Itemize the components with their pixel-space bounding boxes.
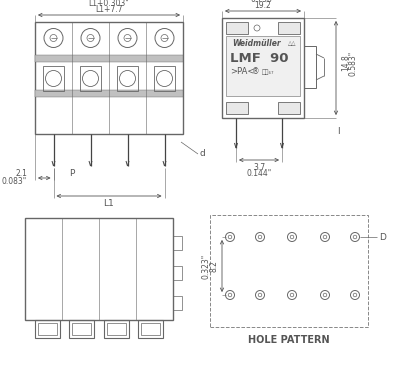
Text: 0.583": 0.583" — [348, 50, 358, 76]
Text: LMF  90: LMF 90 — [230, 52, 288, 64]
Text: D: D — [379, 232, 387, 241]
Bar — [222, 18, 304, 118]
Text: HOLE PATTERN: HOLE PATTERN — [248, 335, 330, 345]
Bar — [226, 102, 248, 114]
Text: ⓺⓺₆₇: ⓺⓺₆₇ — [262, 69, 275, 75]
Bar — [72, 323, 91, 335]
Bar — [25, 218, 173, 320]
Text: △△: △△ — [288, 41, 296, 45]
Bar — [173, 296, 182, 310]
Bar — [35, 90, 183, 97]
Bar — [173, 236, 182, 250]
Bar — [173, 266, 182, 280]
Bar — [35, 55, 183, 62]
Text: 14.8: 14.8 — [342, 55, 350, 71]
Text: 0.323": 0.323" — [201, 254, 211, 279]
Bar — [154, 66, 175, 91]
Text: P: P — [69, 169, 75, 179]
Bar — [278, 102, 300, 114]
Bar — [35, 22, 183, 134]
Text: L1+0.303": L1+0.303" — [89, 0, 129, 8]
Bar — [43, 66, 64, 91]
Bar — [278, 22, 300, 34]
Text: 0.758": 0.758" — [251, 0, 276, 5]
Bar — [35, 320, 59, 338]
Text: L1+7.7: L1+7.7 — [95, 6, 123, 14]
Text: 3.7: 3.7 — [253, 163, 265, 172]
Text: 0.083": 0.083" — [2, 177, 27, 185]
Bar — [210, 215, 368, 327]
Text: Weidmüller: Weidmüller — [232, 39, 280, 49]
Bar — [226, 36, 300, 96]
Text: 0.144": 0.144" — [246, 169, 272, 179]
Bar — [38, 323, 57, 335]
Text: d: d — [199, 149, 205, 158]
Bar — [304, 46, 316, 88]
Bar — [69, 320, 94, 338]
Bar — [107, 323, 126, 335]
Text: 8.2: 8.2 — [209, 260, 219, 272]
Text: 2.1: 2.1 — [15, 169, 27, 179]
Bar — [226, 22, 248, 34]
Bar — [104, 320, 129, 338]
Bar — [138, 320, 164, 338]
Bar — [117, 66, 138, 91]
Text: ®: ® — [252, 67, 259, 77]
Bar — [141, 323, 160, 335]
Text: L1: L1 — [104, 199, 115, 207]
Text: l: l — [337, 127, 339, 136]
Text: >PA<: >PA< — [230, 67, 255, 77]
Text: 19.2: 19.2 — [255, 2, 271, 11]
Bar — [80, 66, 101, 91]
